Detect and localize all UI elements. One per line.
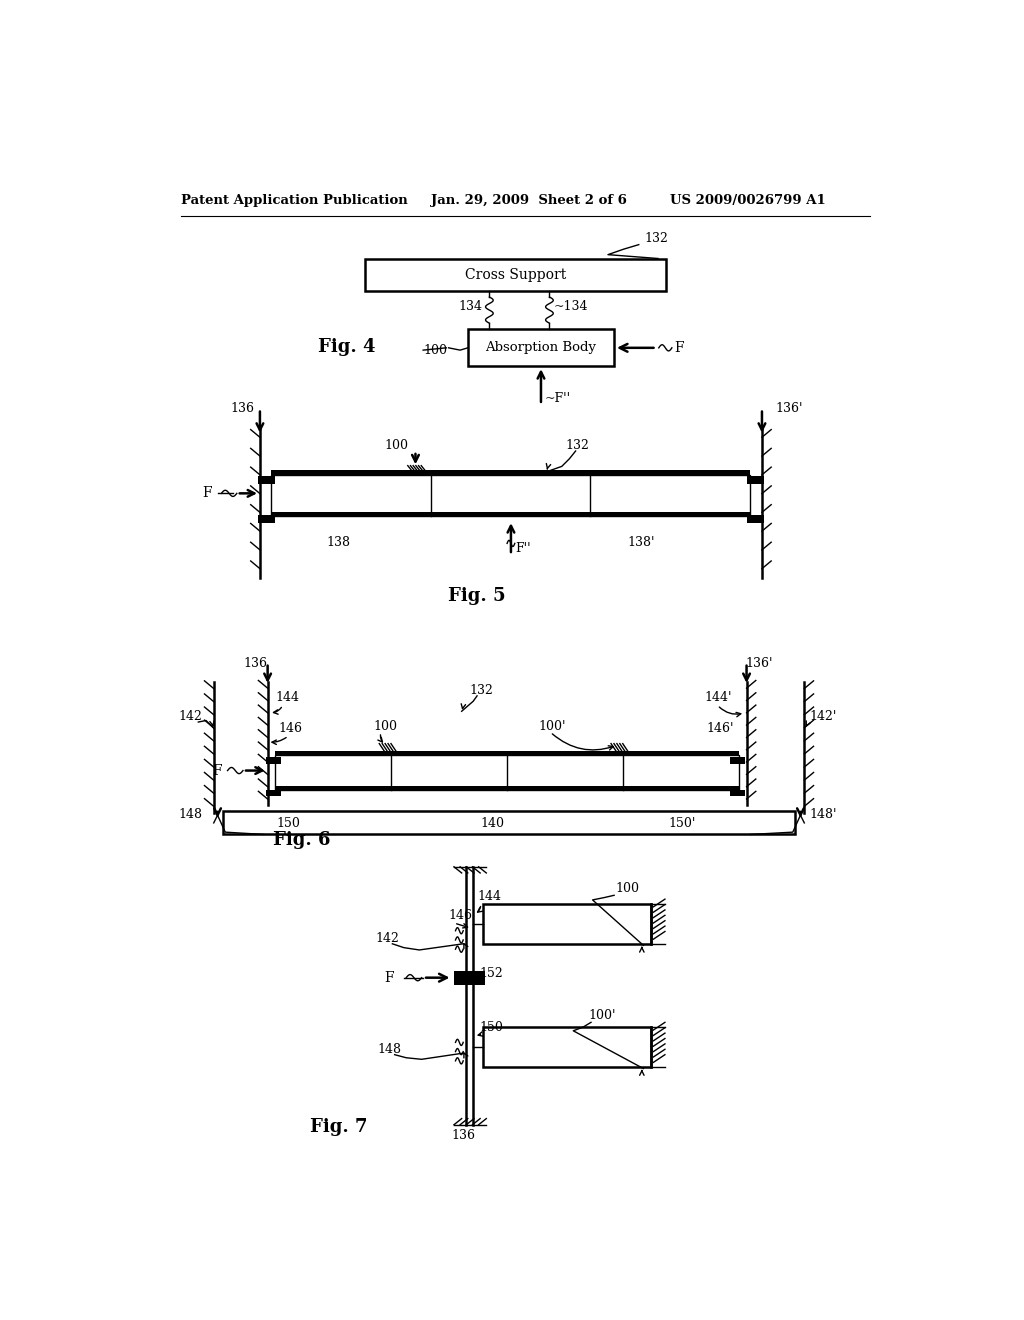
Text: 146: 146	[449, 909, 472, 923]
Text: 100': 100'	[589, 1010, 616, 1022]
Text: US 2009/0026799 A1: US 2009/0026799 A1	[670, 194, 825, 207]
Bar	[275, 785, 739, 789]
Bar	[258, 477, 275, 484]
Bar	[746, 477, 764, 484]
Text: Fig. 4: Fig. 4	[317, 338, 375, 356]
Text: 140: 140	[480, 817, 504, 830]
Text: 100: 100	[385, 438, 409, 451]
Text: 138': 138'	[628, 536, 654, 549]
Text: 146: 146	[279, 722, 302, 735]
Text: 132: 132	[469, 684, 494, 697]
Text: 136': 136'	[776, 403, 803, 416]
Text: 150': 150'	[668, 817, 695, 830]
Bar	[266, 758, 282, 763]
Text: ~F'': ~F''	[545, 392, 571, 405]
Bar	[275, 755, 739, 789]
Bar	[483, 1027, 651, 1067]
Bar	[366, 259, 666, 290]
Text: 152: 152	[479, 968, 503, 979]
Text: 100: 100	[423, 343, 447, 356]
Text: Fig. 7: Fig. 7	[309, 1118, 368, 1137]
Bar	[468, 330, 614, 367]
Text: F: F	[202, 486, 212, 500]
Text: 136: 136	[230, 403, 254, 416]
Text: 136: 136	[452, 1129, 475, 1142]
Text: 144: 144	[477, 890, 501, 903]
Text: Cross Support: Cross Support	[465, 268, 566, 281]
Text: 142': 142'	[810, 710, 837, 723]
Bar	[271, 470, 751, 475]
Bar	[271, 512, 751, 516]
Bar	[454, 970, 484, 985]
Bar	[746, 515, 764, 523]
Text: 150: 150	[276, 817, 301, 830]
Text: 144: 144	[275, 692, 299, 705]
Bar	[266, 789, 282, 796]
Text: 100: 100	[615, 882, 640, 895]
Text: 142: 142	[376, 932, 399, 945]
Text: 150: 150	[479, 1020, 503, 1034]
Bar	[275, 751, 739, 755]
Bar	[408, 471, 423, 474]
Text: Fig. 6: Fig. 6	[272, 832, 331, 849]
Text: 148: 148	[178, 808, 203, 821]
Bar	[379, 751, 393, 752]
Bar	[730, 758, 745, 763]
Text: 146': 146'	[707, 722, 734, 735]
Text: F: F	[674, 341, 684, 355]
Text: 134: 134	[459, 300, 482, 313]
Bar	[223, 812, 795, 834]
Text: 136': 136'	[745, 656, 772, 669]
Bar	[611, 751, 625, 752]
Bar	[271, 475, 751, 516]
Bar	[730, 789, 745, 796]
Text: F: F	[385, 970, 394, 985]
Text: Jan. 29, 2009  Sheet 2 of 6: Jan. 29, 2009 Sheet 2 of 6	[431, 194, 627, 207]
Text: Patent Application Publication: Patent Application Publication	[180, 194, 408, 207]
Text: 136: 136	[244, 656, 267, 669]
Text: 144': 144'	[705, 692, 732, 705]
Text: 138: 138	[327, 536, 351, 549]
Text: 100': 100'	[539, 719, 566, 733]
Text: 100: 100	[373, 719, 397, 733]
Bar	[258, 515, 275, 523]
Text: ~134: ~134	[553, 300, 588, 313]
Bar	[483, 904, 651, 944]
Text: F'': F''	[515, 543, 530, 556]
Text: Fig. 5: Fig. 5	[449, 587, 506, 605]
Text: 132: 132	[645, 231, 669, 244]
Text: 142: 142	[178, 710, 202, 723]
Text: 148': 148'	[810, 808, 838, 821]
Text: 132: 132	[565, 438, 590, 451]
Text: F: F	[212, 763, 222, 777]
Text: 148: 148	[377, 1043, 401, 1056]
Text: Absorption Body: Absorption Body	[485, 342, 596, 354]
